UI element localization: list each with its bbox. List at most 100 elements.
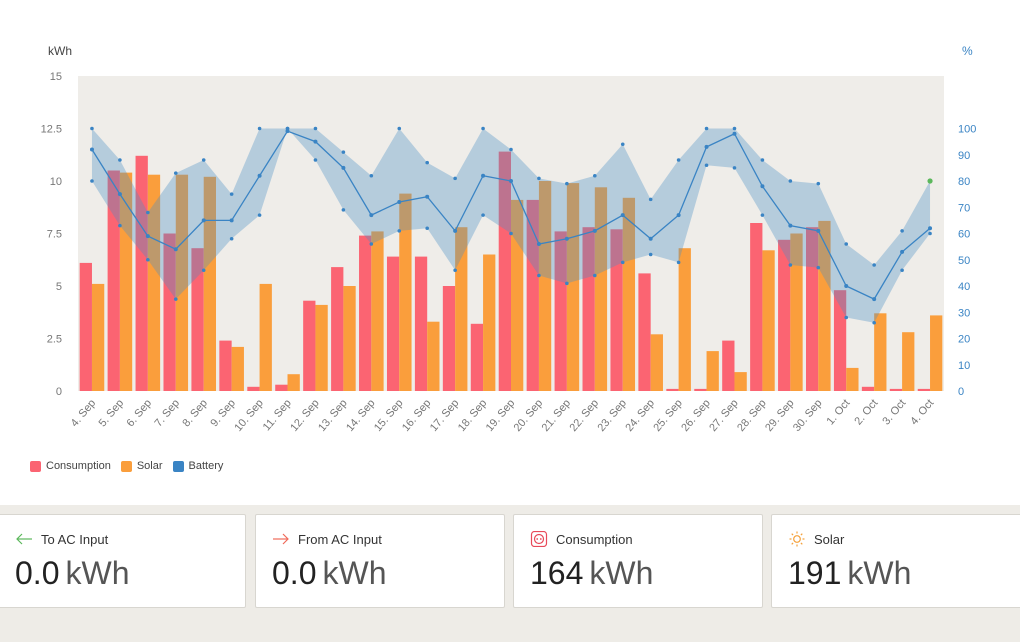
bar-solar: [511, 199, 524, 391]
legend-label: Battery: [188, 460, 224, 472]
bar-consumption: [247, 386, 260, 391]
battery-min-point: [201, 268, 206, 273]
bar-consumption: [442, 286, 456, 391]
y-tick-right: 40: [958, 281, 970, 293]
y-tick-right: 100: [958, 124, 976, 136]
bar-consumption: [135, 155, 148, 391]
card-value: 191 kWh: [788, 555, 911, 592]
battery-max-point: [341, 150, 346, 154]
battery-point: [676, 213, 681, 218]
battery-point: [816, 228, 821, 233]
bar-solar: [594, 187, 608, 391]
battery-min-point: [397, 229, 402, 233]
card-value-unit: kWh: [589, 555, 654, 591]
battery-max-point: [620, 142, 625, 147]
bar-solar: [846, 367, 859, 391]
battery-point: [117, 192, 122, 197]
battery-min-point: [732, 166, 737, 170]
battery-max-point: [118, 158, 122, 162]
x-tick-label: 7. Sep: [152, 397, 182, 429]
battery-point: [760, 184, 765, 189]
card-solar: Solar 191 kWh: [771, 514, 1020, 608]
bar-consumption: [526, 199, 539, 391]
bar-consumption: [917, 388, 931, 391]
battery-max-point: [453, 176, 457, 181]
bar-solar: [399, 193, 412, 391]
battery-point: [844, 284, 849, 288]
legend-item-solar[interactable]: Solar: [120, 460, 163, 472]
battery-min-point: [872, 320, 876, 325]
bar-consumption: [666, 388, 679, 391]
battery-max-point: [425, 160, 429, 165]
battery-point: [257, 173, 262, 178]
battery-point: [285, 129, 290, 134]
battery-max-point: [704, 126, 709, 131]
battery-point: [89, 147, 94, 152]
bar-consumption: [722, 340, 735, 391]
bar-consumption: [805, 227, 819, 391]
bar-solar: [790, 233, 803, 391]
bar-solar: [427, 321, 440, 391]
battery-point: [201, 218, 206, 223]
card-value: 0.0 kWh: [15, 555, 129, 592]
bar-consumption: [750, 223, 763, 391]
y-tick-left: 2.5: [47, 334, 62, 346]
battery-point: [397, 200, 402, 204]
x-tick-label: 23. Sep: [595, 397, 629, 434]
bar-consumption: [386, 256, 400, 391]
battery-point: [341, 165, 346, 170]
battery-min-point: [844, 315, 849, 320]
legend-item-consumption[interactable]: Consumption: [30, 460, 111, 472]
card-value-unit: kWh: [322, 555, 387, 591]
x-tick-label: 4. Sep: [69, 397, 99, 429]
x-tick-label: 10. Sep: [232, 397, 266, 434]
bar-solar: [371, 231, 384, 391]
bar-consumption: [498, 151, 511, 391]
battery-max-point: [229, 192, 234, 196]
card-to-ac-input: To AC Input 0.0 kWh: [0, 514, 246, 608]
bar-consumption: [778, 239, 791, 391]
battery-min-point: [509, 231, 513, 236]
summary-cards: To AC Input 0.0 kWh From AC Input 0.0 kWh: [0, 514, 1020, 610]
y-tick-right: 20: [958, 334, 970, 346]
battery-min-point: [900, 268, 904, 273]
outlet-icon: [530, 531, 548, 547]
y-tick-right: 10: [958, 360, 970, 372]
card-value-unit: kWh: [65, 555, 130, 591]
battery-max-point: [900, 229, 904, 233]
bar-solar: [147, 174, 161, 391]
x-tick-label: 16. Sep: [400, 397, 434, 434]
y-tick-right: 30: [958, 307, 970, 319]
y-tick-right: 90: [958, 150, 970, 162]
battery-range-band: [91, 128, 931, 323]
y-tick-left: 7.5: [47, 229, 62, 241]
card-value-number: 191: [788, 555, 842, 591]
battery-min-point: [928, 231, 932, 236]
bar-consumption: [331, 267, 344, 391]
battery-point: [928, 226, 933, 231]
legend-item-battery[interactable]: Battery: [172, 460, 224, 472]
bar-consumption: [861, 386, 875, 391]
battery-max-point: [481, 126, 485, 131]
y-tick-left: 0: [56, 386, 62, 398]
x-tick-label: 15. Sep: [372, 397, 406, 434]
y-tick-right: 60: [958, 229, 970, 241]
y-tick-right: 70: [958, 202, 970, 214]
card-value-unit: kWh: [847, 555, 912, 591]
battery-max-point: [872, 263, 876, 267]
battery-point: [788, 223, 793, 228]
bar-solar: [231, 346, 244, 391]
battery-min-point: [676, 260, 681, 265]
y-tick-left: 10: [50, 176, 62, 188]
battery-max-point: [537, 176, 541, 181]
battery-min-point: [593, 273, 597, 278]
bar-consumption: [219, 340, 232, 391]
x-tick-label: 13. Sep: [316, 397, 350, 434]
battery-min-point: [425, 226, 429, 231]
bar-consumption: [79, 262, 92, 391]
bar-solar: [175, 174, 189, 391]
bar-consumption: [414, 256, 428, 391]
bar-consumption: [582, 227, 595, 391]
bar-solar: [538, 181, 552, 391]
card-title: From AC Input: [272, 531, 382, 547]
